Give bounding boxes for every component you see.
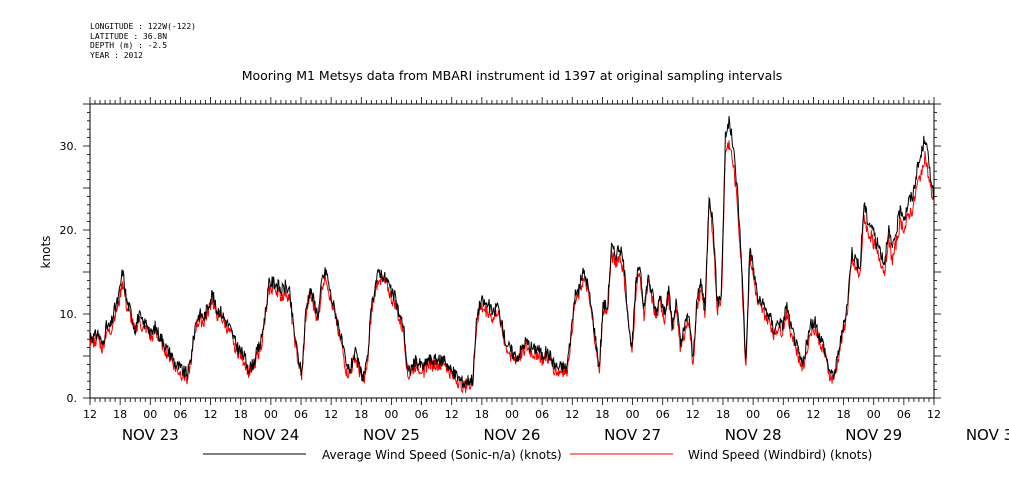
meta-year: YEAR : 2012 — [90, 50, 143, 60]
y-tick-label: 20. — [60, 224, 78, 237]
x-hour-label: 12 — [565, 408, 579, 421]
x-hour-label: 00 — [626, 408, 640, 421]
y-tick-label: 0. — [67, 392, 78, 405]
x-date-label: NOV 27 — [604, 426, 661, 444]
x-hour-label: 18 — [354, 408, 368, 421]
x-hour-label: 12 — [324, 408, 338, 421]
x-hour-label: 06 — [776, 408, 790, 421]
x-hour-label: 12 — [204, 408, 218, 421]
x-hour-label: 00 — [746, 408, 760, 421]
x-hour-label: 06 — [897, 408, 911, 421]
x-date-label: NOV 30 — [966, 426, 1009, 444]
meta-longitude: LONGITUDE : 122W(-122) — [90, 22, 196, 31]
x-hour-label: 18 — [113, 408, 127, 421]
x-date-label: NOV 28 — [725, 426, 782, 444]
y-tick-label: 30. — [60, 140, 78, 153]
y-tick-label: 10. — [60, 308, 78, 321]
x-date-label: NOV 24 — [242, 426, 299, 444]
x-hour-label: 12 — [445, 408, 459, 421]
x-hour-label: 06 — [415, 408, 429, 421]
x-hour-label: 18 — [837, 408, 851, 421]
x-hour-label: 18 — [716, 408, 730, 421]
x-hour-label: 06 — [173, 408, 187, 421]
x-date-label: NOV 29 — [845, 426, 902, 444]
x-hour-label: 00 — [143, 408, 157, 421]
x-hour-label: 12 — [806, 408, 820, 421]
legend: Average Wind Speed (Sonic-n/a) (knots) Wi… — [203, 448, 872, 462]
x-hour-label: 18 — [234, 408, 248, 421]
x-date-label: NOV 25 — [363, 426, 420, 444]
legend-label-sonic: Average Wind Speed (Sonic-n/a) (knots) — [322, 448, 562, 462]
x-hour-label: 00 — [264, 408, 278, 421]
x-hour-label: 00 — [505, 408, 519, 421]
x-hour-label: 00 — [384, 408, 398, 421]
x-hour-label: 12 — [83, 408, 97, 421]
meta-latitude: LATITUDE : 36.8N — [90, 31, 168, 41]
chart-title: Mooring M1 Metsys data from MBARI instru… — [242, 68, 783, 83]
x-hour-label: 18 — [475, 408, 489, 421]
x-hour-label: 18 — [595, 408, 609, 421]
x-hour-label: 06 — [294, 408, 308, 421]
x-hour-label: 12 — [686, 408, 700, 421]
x-hour-label: 12 — [927, 408, 941, 421]
axes-group: 12 18 00 06 12 18 00 06 12 18 00 06 12 18 00 06 12 18 00 06… — [60, 97, 1009, 444]
legend-label-windbird: Wind Speed (Windbird) (knots) — [688, 448, 872, 462]
metadata-block: LONGITUDE : 122W(-122) LATITUDE : 36.8N … — [90, 22, 196, 60]
x-hour-label: 06 — [656, 408, 670, 421]
series-line — [89, 140, 934, 394]
x-hour-label: 06 — [535, 408, 549, 421]
x-date-label: NOV 26 — [484, 426, 541, 444]
y-axis-label: knots — [39, 236, 53, 269]
series-line — [89, 116, 934, 389]
x-hour-label: 00 — [867, 408, 881, 421]
meta-depth: DEPTH (m) : -2.5 — [90, 41, 168, 50]
series-layer — [89, 116, 934, 394]
x-date-label: NOV 23 — [122, 426, 179, 444]
